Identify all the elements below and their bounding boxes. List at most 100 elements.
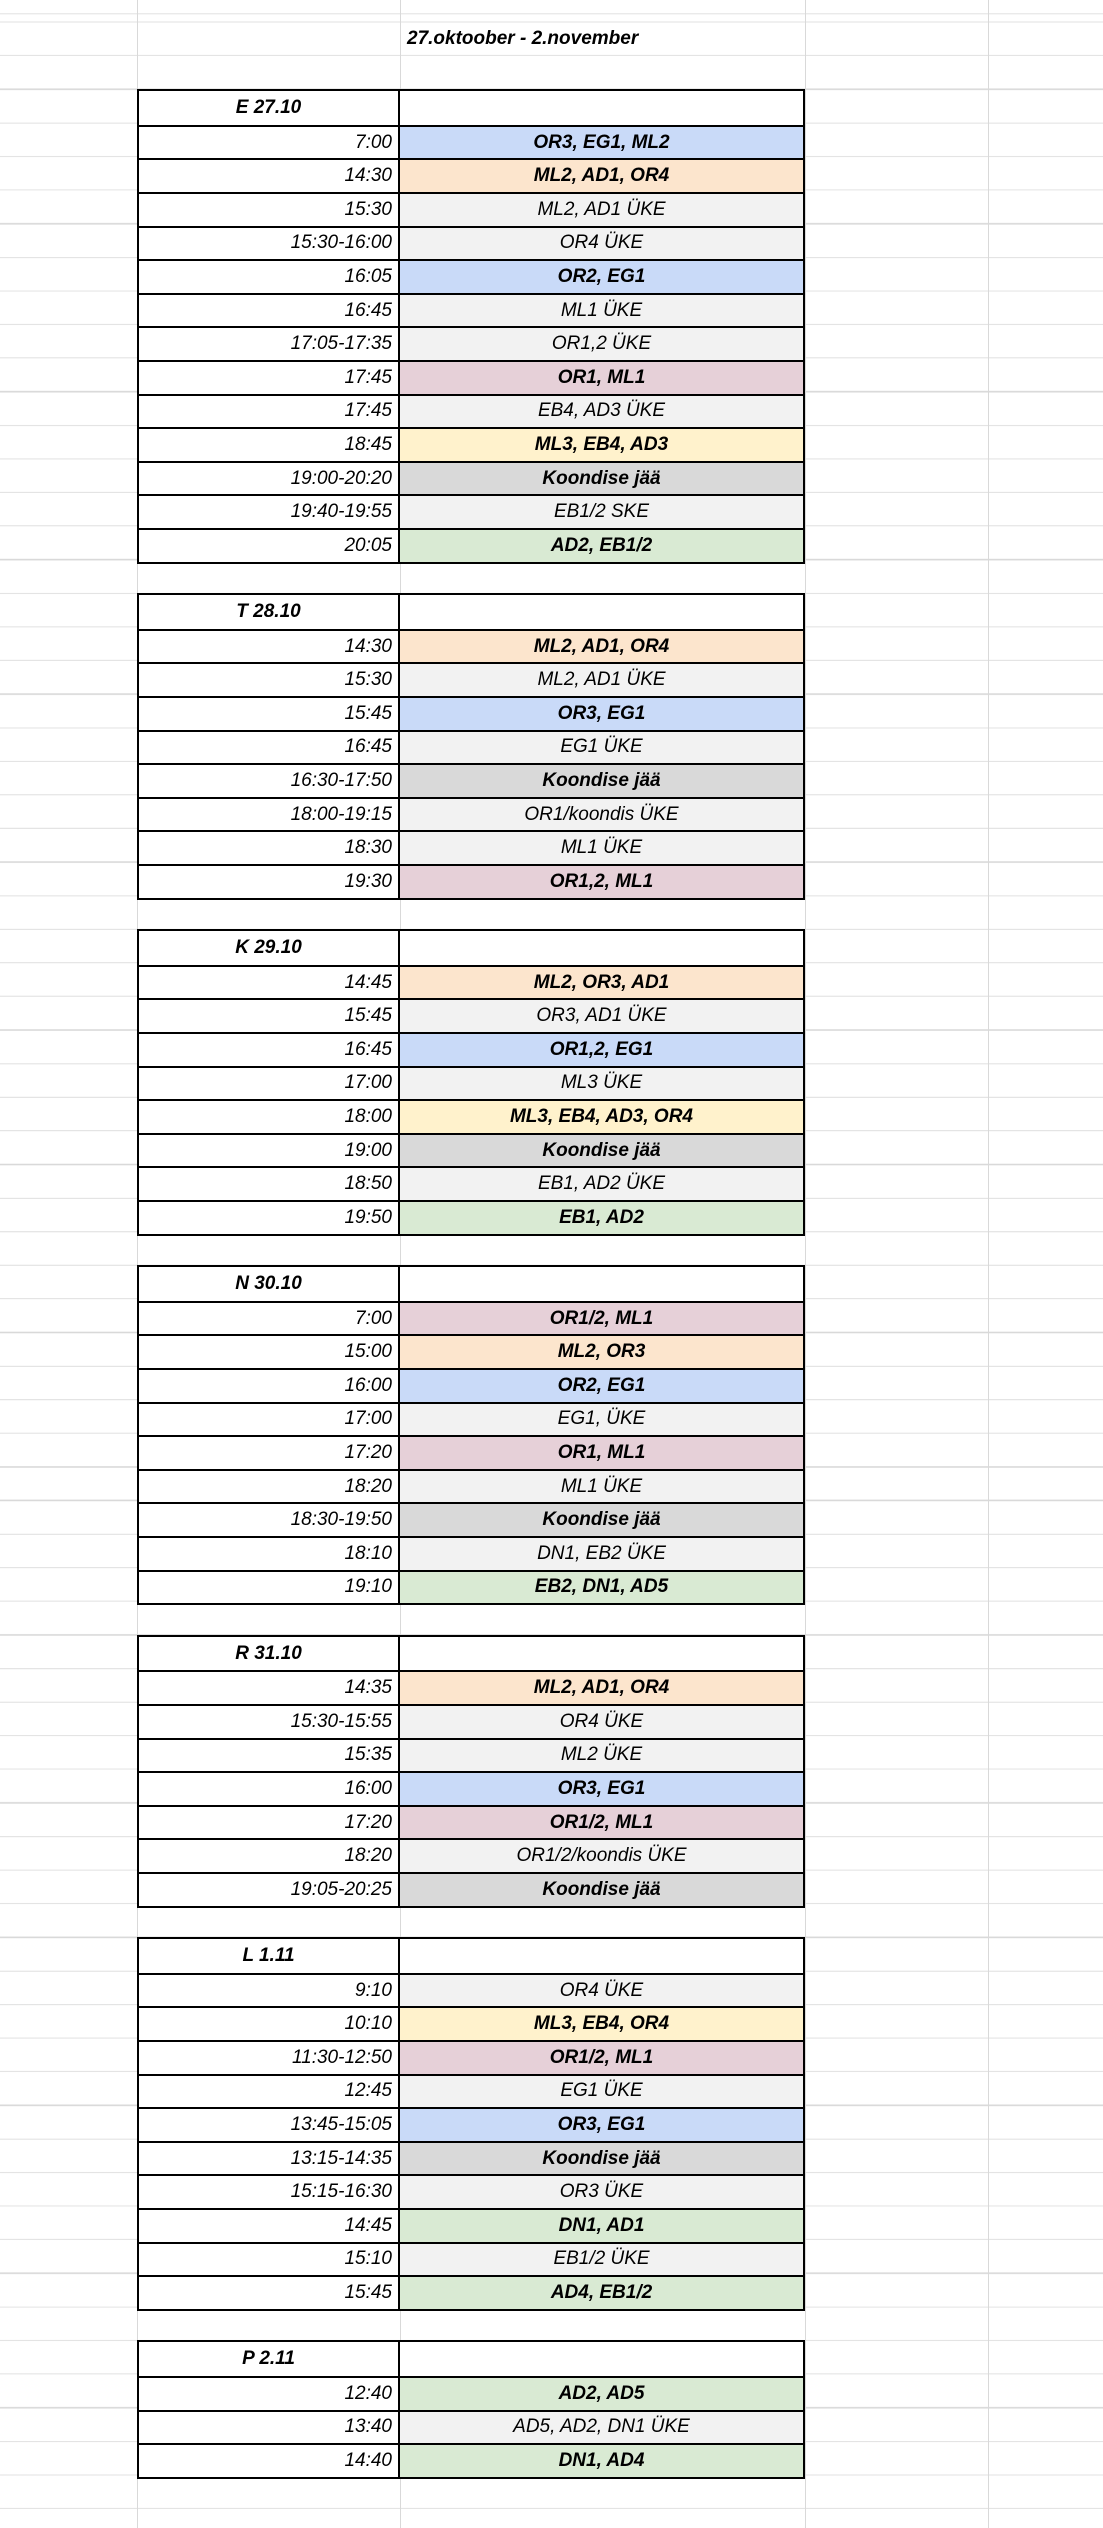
activity-cell[interactable]: OR3, EG1	[400, 697, 803, 730]
time-cell[interactable]: 17:45	[139, 395, 400, 428]
time-cell[interactable]: 14:45	[139, 2209, 400, 2242]
activity-cell[interactable]: ML2, AD1, OR4	[400, 630, 803, 663]
activity-cell[interactable]: ML2, AD1 ÜKE	[400, 664, 803, 696]
activity-cell[interactable]: OR1/2, ML1	[400, 1302, 803, 1335]
activity-cell[interactable]: Koondise jää	[400, 765, 803, 797]
time-cell[interactable]: 19:50	[139, 1201, 400, 1234]
time-cell[interactable]: 19:05-20:25	[139, 1873, 400, 1906]
activity-cell[interactable]: Koondise jää	[400, 1134, 803, 1167]
time-cell[interactable]: 15:30-16:00	[139, 227, 400, 260]
activity-cell[interactable]: ML2, AD1, OR4	[400, 1672, 803, 1704]
activity-cell[interactable]: OR2, EG1	[400, 261, 803, 293]
activity-cell[interactable]: OR4 ÜKE	[400, 227, 803, 260]
activity-cell[interactable]: ML2, OR3	[400, 1336, 803, 1368]
activity-cell[interactable]: OR1, ML1	[400, 1437, 803, 1469]
day-header-empty-cell[interactable]	[400, 1636, 803, 1671]
time-cell[interactable]: 16:00	[139, 1773, 400, 1805]
activity-cell[interactable]: AD2, AD5	[400, 2377, 803, 2410]
day-header-cell[interactable]: K 29.10	[139, 931, 400, 965]
time-cell[interactable]: 15:00	[139, 1336, 400, 1368]
activity-cell[interactable]: OR1, ML1	[400, 361, 803, 394]
time-cell[interactable]: 16:45	[139, 294, 400, 327]
time-cell[interactable]: 19:00	[139, 1134, 400, 1167]
time-cell[interactable]: 17:00	[139, 1403, 400, 1436]
time-cell[interactable]: 11:30-12:50	[139, 2041, 400, 2074]
time-cell[interactable]: 18:00	[139, 1101, 400, 1133]
time-cell[interactable]: 19:10	[139, 1571, 400, 1604]
time-cell[interactable]: 13:15-14:35	[139, 2142, 400, 2175]
activity-cell[interactable]: Koondise jää	[400, 2142, 803, 2175]
activity-cell[interactable]: AD5, AD2, DN1 ÜKE	[400, 2411, 803, 2444]
activity-cell[interactable]: EB2, DN1, AD5	[400, 1571, 803, 1604]
day-header-cell[interactable]: P 2.11	[139, 2342, 400, 2376]
time-cell[interactable]: 14:30	[139, 630, 400, 663]
activity-cell[interactable]: OR1,2 ÜKE	[400, 328, 803, 360]
activity-cell[interactable]: OR3 ÜKE	[400, 2176, 803, 2208]
time-cell[interactable]: 14:45	[139, 966, 400, 999]
activity-cell[interactable]: OR2, EG1	[400, 1369, 803, 1402]
time-cell[interactable]: 18:30-19:50	[139, 1504, 400, 1536]
activity-cell[interactable]: AD4, EB1/2	[400, 2277, 803, 2309]
time-cell[interactable]: 13:45-15:05	[139, 2109, 400, 2141]
time-cell[interactable]: 18:30	[139, 832, 400, 864]
time-cell[interactable]: 15:35	[139, 1739, 400, 1772]
time-cell[interactable]: 18:10	[139, 1537, 400, 1570]
activity-cell[interactable]: OR1/2/koondis ÜKE	[400, 1840, 803, 1872]
time-cell[interactable]: 13:40	[139, 2411, 400, 2444]
day-header-empty-cell[interactable]	[400, 931, 803, 965]
activity-cell[interactable]: OR3, EG1, ML2	[400, 126, 803, 159]
time-cell[interactable]: 15:30	[139, 193, 400, 226]
activity-cell[interactable]: ML2, AD1, OR4	[400, 160, 803, 192]
activity-cell[interactable]: ML1 ÜKE	[400, 832, 803, 864]
activity-cell[interactable]: ML3, EB4, OR4	[400, 2008, 803, 2040]
time-cell[interactable]: 7:00	[139, 1302, 400, 1335]
day-header-cell[interactable]: T 28.10	[139, 595, 400, 629]
activity-cell[interactable]: EG1 ÜKE	[400, 731, 803, 764]
activity-cell[interactable]: EG1 ÜKE	[400, 2075, 803, 2108]
activity-cell[interactable]: ML2, OR3, AD1	[400, 966, 803, 999]
activity-cell[interactable]: EB1, AD2	[400, 1201, 803, 1234]
activity-cell[interactable]: OR4 ÜKE	[400, 1705, 803, 1738]
time-cell[interactable]: 19:40-19:55	[139, 496, 400, 528]
time-cell[interactable]: 16:45	[139, 731, 400, 764]
day-header-cell[interactable]: L 1.11	[139, 1939, 400, 1973]
activity-cell[interactable]: EB1/2 ÜKE	[400, 2243, 803, 2276]
time-cell[interactable]: 15:45	[139, 697, 400, 730]
time-cell[interactable]: 15:15-16:30	[139, 2176, 400, 2208]
day-header-cell[interactable]: R 31.10	[139, 1636, 400, 1671]
activity-cell[interactable]: OR4 ÜKE	[400, 1974, 803, 2007]
activity-cell[interactable]: EG1, ÜKE	[400, 1403, 803, 1436]
time-cell[interactable]: 16:45	[139, 1033, 400, 1066]
activity-cell[interactable]: OR1,2, ML1	[400, 865, 803, 898]
time-cell[interactable]: 17:05-17:35	[139, 328, 400, 360]
activity-cell[interactable]: EB1, AD2 ÜKE	[400, 1168, 803, 1200]
activity-cell[interactable]: ML1 ÜKE	[400, 294, 803, 327]
activity-cell[interactable]: DN1, AD4	[400, 2445, 803, 2477]
week-title-cell[interactable]: 27.oktoober - 2.november	[407, 27, 639, 49]
activity-cell[interactable]: OR1/2, ML1	[400, 2041, 803, 2074]
activity-cell[interactable]: DN1, AD1	[400, 2209, 803, 2242]
day-header-empty-cell[interactable]	[400, 1939, 803, 1973]
time-cell[interactable]: 12:40	[139, 2377, 400, 2410]
day-header-cell[interactable]: N 30.10	[139, 1267, 400, 1301]
activity-cell[interactable]: OR3, AD1 ÜKE	[400, 1000, 803, 1032]
activity-cell[interactable]: OR1,2, EG1	[400, 1033, 803, 1066]
time-cell[interactable]: 10:10	[139, 2008, 400, 2040]
time-cell[interactable]: 16:30-17:50	[139, 765, 400, 797]
time-cell[interactable]: 18:20	[139, 1840, 400, 1872]
time-cell[interactable]: 17:20	[139, 1806, 400, 1839]
time-cell[interactable]: 9:10	[139, 1974, 400, 2007]
time-cell[interactable]: 17:00	[139, 1067, 400, 1100]
time-cell[interactable]: 20:05	[139, 529, 400, 562]
time-cell[interactable]: 15:45	[139, 1000, 400, 1032]
time-cell[interactable]: 19:00-20:20	[139, 462, 400, 495]
time-cell[interactable]: 16:00	[139, 1369, 400, 1402]
time-cell[interactable]: 15:30-15:55	[139, 1705, 400, 1738]
time-cell[interactable]: 18:45	[139, 429, 400, 461]
activity-cell[interactable]: DN1, EB2 ÜKE	[400, 1537, 803, 1570]
time-cell[interactable]: 14:35	[139, 1672, 400, 1704]
activity-cell[interactable]: AD2, EB1/2	[400, 529, 803, 562]
time-cell[interactable]: 15:10	[139, 2243, 400, 2276]
activity-cell[interactable]: OR1/2, ML1	[400, 1806, 803, 1839]
time-cell[interactable]: 7:00	[139, 126, 400, 159]
